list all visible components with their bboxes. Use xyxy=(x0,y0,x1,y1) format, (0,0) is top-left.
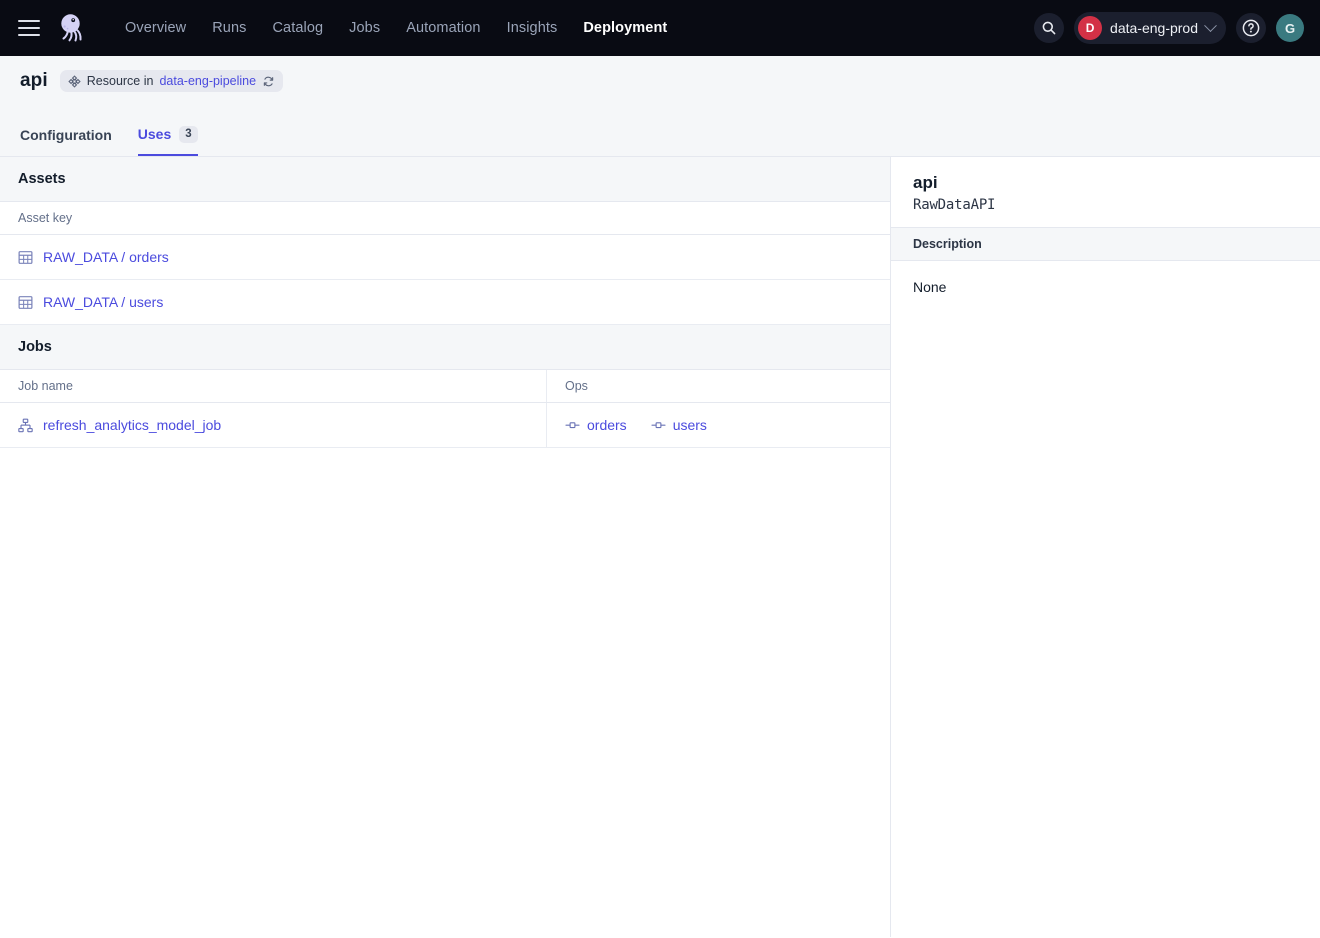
reload-icon[interactable] xyxy=(262,75,275,88)
deployment-avatar: D xyxy=(1078,16,1103,40)
jobs-column-ops: Ops xyxy=(565,379,588,393)
dagster-logo[interactable] xyxy=(56,11,90,45)
search-button[interactable] xyxy=(1034,13,1065,43)
chevron-down-icon xyxy=(1204,18,1217,32)
tab-configuration-label: Configuration xyxy=(20,127,112,143)
table-row[interactable]: RAW_DATA / orders xyxy=(0,235,890,280)
detail-panel-subtitle: RawDataAPI xyxy=(913,197,996,213)
job-name-link[interactable]: refresh_analytics_model_job xyxy=(43,417,222,433)
asset-cell: RAW_DATA / orders xyxy=(0,237,187,277)
deployment-selector[interactable]: D data-eng-prod xyxy=(1074,12,1226,44)
primary-nav-links: Overview Runs Catalog Jobs Automation In… xyxy=(112,14,680,42)
table-row[interactable]: RAW_DATA / users xyxy=(0,280,890,325)
job-name-cell-inner: refresh_analytics_model_job xyxy=(0,405,239,445)
top-navigation-bar: Overview Runs Catalog Jobs Automation In… xyxy=(0,0,1320,56)
page-title-row: api Resource in data-eng-pipeline xyxy=(20,56,1300,92)
detail-panel: api RawDataAPI Description None xyxy=(891,157,1320,937)
table-row[interactable]: refresh_analytics_model_job orders xyxy=(0,403,890,448)
nav-link-deployment[interactable]: Deployment xyxy=(583,20,668,36)
tab-uses-count: 3 xyxy=(179,125,198,143)
tab-uses-label: Uses xyxy=(137,126,172,143)
hamburger-menu-icon[interactable] xyxy=(18,20,40,36)
nav-right-actions: D data-eng-prod G xyxy=(1034,0,1304,56)
tab-configuration[interactable]: Configuration xyxy=(20,127,112,156)
resource-badge-prefix: Resource in xyxy=(86,74,154,88)
search-icon xyxy=(1042,21,1056,35)
page-tabs: Configuration Uses 3 xyxy=(20,125,198,156)
job-ops-cell: orders users xyxy=(547,405,890,445)
jobs-section-title: Jobs xyxy=(0,325,890,370)
nav-link-automation[interactable]: Automation xyxy=(406,20,481,36)
jobs-column-header: Job name Ops xyxy=(0,370,890,403)
main-content-pane: Assets Asset key RAW_DATA / orders xyxy=(0,157,891,937)
asset-table-icon xyxy=(18,295,33,309)
deployment-name: data-eng-prod xyxy=(1110,20,1198,36)
asset-key-link[interactable]: RAW_DATA / orders xyxy=(43,249,169,265)
op-item[interactable]: orders xyxy=(565,417,627,433)
help-button[interactable] xyxy=(1236,13,1266,43)
detail-description-label: Description xyxy=(891,228,1320,261)
op-item[interactable]: users xyxy=(651,417,707,433)
assets-column-asset-key: Asset key xyxy=(18,211,73,225)
job-name-cell: refresh_analytics_model_job xyxy=(0,403,547,447)
job-hierarchy-icon xyxy=(18,418,33,432)
page-title: api xyxy=(20,70,48,91)
nav-link-runs[interactable]: Runs xyxy=(212,20,247,36)
asset-table-icon xyxy=(18,250,33,264)
asset-key-link[interactable]: RAW_DATA / users xyxy=(43,294,164,310)
op-link[interactable]: orders xyxy=(587,417,627,433)
asset-cell: RAW_DATA / users xyxy=(0,282,181,322)
nav-link-jobs[interactable]: Jobs xyxy=(349,20,381,36)
resource-icon xyxy=(68,74,81,88)
op-node-icon xyxy=(565,421,580,428)
jobs-column-job-name: Job name xyxy=(0,370,547,402)
assets-section-title: Assets xyxy=(0,157,890,202)
nav-link-catalog[interactable]: Catalog xyxy=(272,20,324,36)
nav-link-overview[interactable]: Overview xyxy=(125,20,187,36)
nav-link-insights[interactable]: Insights xyxy=(506,20,558,36)
op-link[interactable]: users xyxy=(672,417,707,433)
resource-location-badge: Resource in data-eng-pipeline xyxy=(59,70,284,92)
question-circle-icon xyxy=(1242,19,1260,37)
page-header: api Resource in data-eng-pipeline Config… xyxy=(0,56,1320,157)
resource-badge-link[interactable]: data-eng-pipeline xyxy=(159,74,257,88)
assets-column-header: Asset key xyxy=(0,202,890,235)
detail-panel-title: api xyxy=(913,173,938,192)
page-body: Assets Asset key RAW_DATA / orders xyxy=(0,157,1320,937)
op-node-icon xyxy=(651,421,666,428)
detail-panel-header: api RawDataAPI xyxy=(891,157,1320,228)
user-avatar[interactable]: G xyxy=(1276,14,1304,42)
detail-description-value: None xyxy=(913,279,947,295)
tab-uses[interactable]: Uses 3 xyxy=(137,125,198,156)
